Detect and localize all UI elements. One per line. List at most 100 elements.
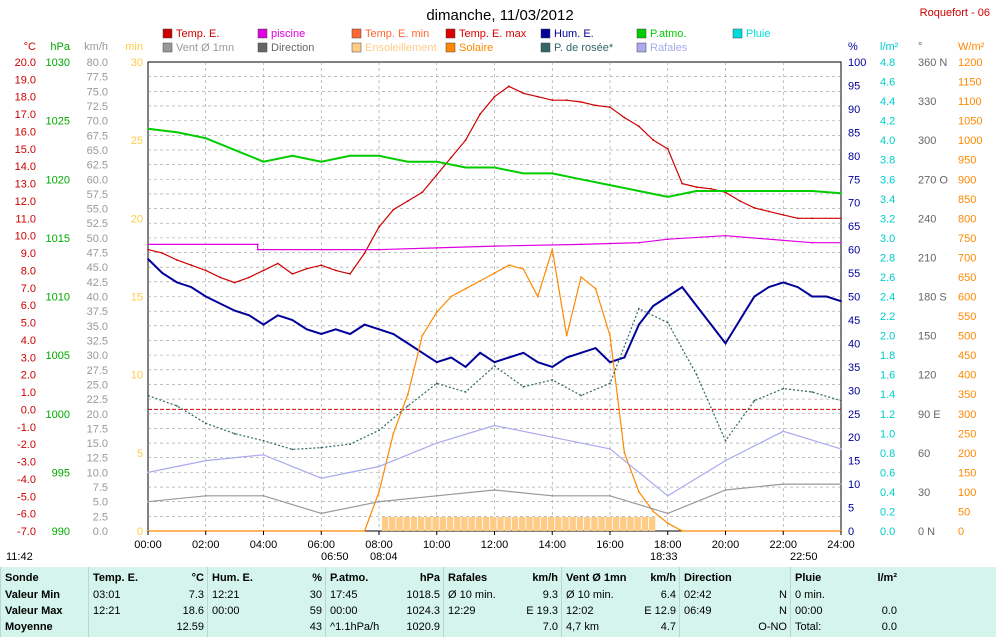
sunshine-bar [454,517,461,531]
data-point [739,200,741,202]
axis-tick-label: 3.6 [880,174,895,186]
data-point [407,200,409,202]
data-point [450,356,453,359]
stats-cell-time: 02:42 [684,589,712,601]
data-point [840,217,842,220]
axis-unit: hPa [50,41,70,53]
axis-tick-label: 650 [958,272,976,284]
data-point [594,104,597,107]
stats-cell-time: 00:00 [212,605,240,617]
axis-tick-label: 15 [131,292,143,304]
axis-tick-label: 750 [958,233,976,245]
data-point [681,530,684,532]
axis-tick-label: 75 [848,174,860,186]
data-point [666,522,669,525]
data-point [565,356,568,359]
data-point [551,379,554,381]
axis-tick-label: -1.0 [17,422,36,434]
legend-swatch [445,28,456,39]
axis-tick-label: 990 [52,526,70,538]
axis-tick-label: 2.6 [880,272,895,284]
data-point [334,328,337,331]
axis-tick-label: 1015 [46,233,70,245]
data-point [378,248,380,251]
stats-cell-value: 59 [309,605,322,617]
axis-tick-label: 17.0 [15,109,36,121]
axis-tick-label: 300 [958,409,976,421]
data-point [204,494,207,497]
axis-tick-label: 1200 [958,57,982,69]
stats-cell-value: 1018.5 [406,589,440,601]
axis-tick-label: 47.5 [87,248,108,260]
stats-cell-value: 1024.3 [406,605,440,617]
axis-tick-label: 1.2 [880,409,895,421]
axis-tick-label: -6.0 [17,509,36,521]
stats-cell-value: N [779,605,787,617]
data-point [493,245,496,248]
stats-header: Hum. E.% [212,570,322,586]
stats-column: Sonde Valeur Min Valeur Max Moyenne [0,567,89,637]
axis-tick-label: 80 [848,151,860,163]
axis-tick-label: 360 N [918,57,947,69]
data-point [392,208,395,211]
data-point [609,361,611,364]
stats-cell-time: 00:00 [795,605,823,617]
sunshine-bar [511,517,519,531]
data-point [349,154,351,157]
data-point [435,247,438,249]
data-point [147,243,149,246]
data-point [262,494,265,497]
data-point [493,95,496,98]
axis-tick-label: 85 [848,127,860,139]
axis-tick-label: -7.0 [17,526,36,538]
x-tick-label: 18:00 [654,539,682,551]
data-point [305,267,308,270]
axis-tick-label: 450 [958,350,976,362]
data-point [695,305,698,307]
axis-tick-label: 3.8 [880,155,895,167]
stats-header-label: Vent Ø 1mn [566,572,627,584]
legend-swatch [162,42,173,53]
legend-label: Pluie [746,28,770,40]
sunshine-bar [576,517,584,531]
data-point [638,190,640,192]
data-point [825,295,828,298]
sunshine-bar [562,517,569,531]
data-point [161,252,164,255]
data-point [291,319,294,321]
axis-tick-label: 1050 [958,116,982,128]
data-point [782,214,785,216]
legend-swatch [257,28,268,39]
stats-cell-time: 12:21 [93,605,121,617]
data-point [176,281,178,284]
data-point [363,323,366,326]
data-point [724,459,727,462]
data-point [580,178,582,181]
legend-swatch [351,28,362,39]
stats-column: Pluie l/m² 0 min. 00:00 0.0 Total: 0.0 [790,567,901,637]
data-point [435,160,438,163]
stats-row: ^1.1hPa/h 1020.9 [330,619,440,635]
stats-header: Pluie l/m² [795,570,897,586]
sunshine-bar [504,517,511,531]
stats-cell-time: 03:01 [93,589,121,601]
legend-swatch [636,42,647,53]
axis-tick-label: 0.0 [93,526,108,538]
data-point [204,137,207,140]
axis-tick-label: 57.5 [87,189,108,201]
axis-tick-label: 1.8 [880,350,895,362]
axis-tick-label: -3.0 [17,457,36,469]
data-point [522,172,525,175]
axis-tick-label: 45 [848,315,860,327]
data-point [305,328,308,331]
data-point [204,269,207,272]
stats-row-label: Valeur Max [5,605,63,617]
legend-swatch [540,42,551,53]
data-point [811,295,813,298]
axis-tick-label: 3.2 [880,213,895,225]
stats-row: 0 min. [795,587,897,603]
data-point [580,101,582,103]
data-point [594,347,597,349]
data-point [349,333,351,335]
axis-unit: ° [918,41,922,53]
